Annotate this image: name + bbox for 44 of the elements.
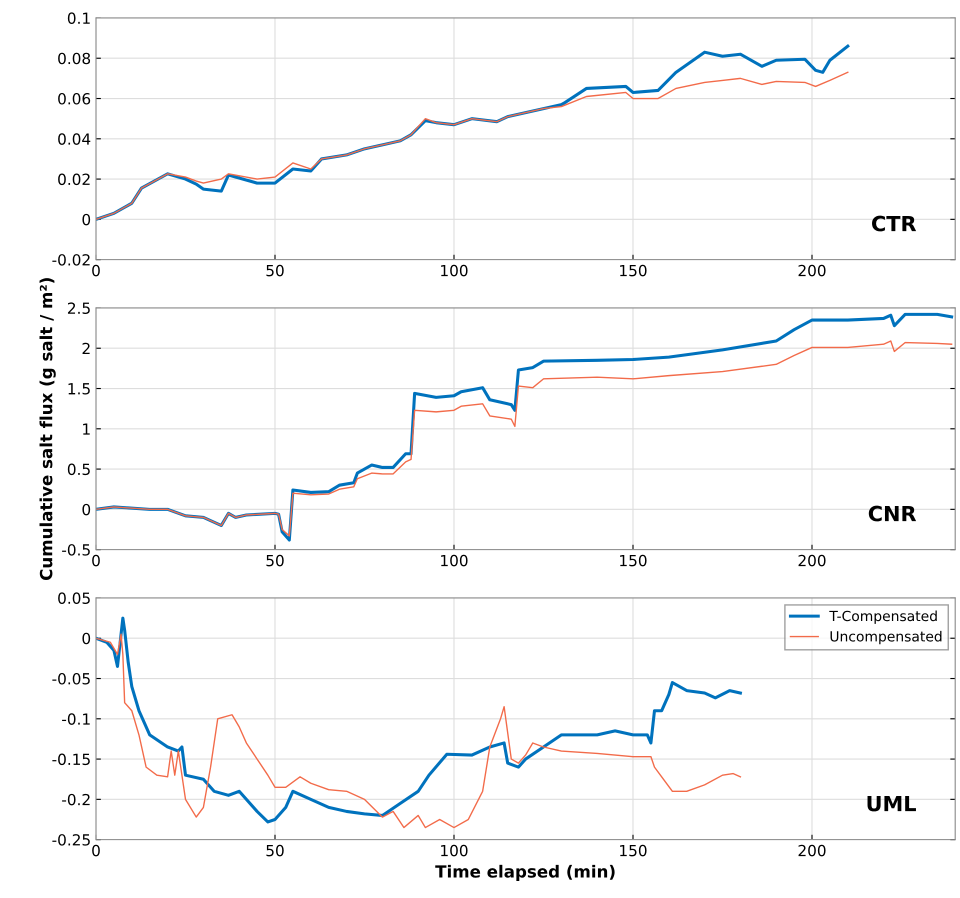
- y-tick-label: -0.1: [62, 713, 90, 725]
- x-tick-label: 200: [798, 844, 826, 856]
- y-tick-label: 0: [82, 504, 90, 516]
- x-tick-label: 100: [441, 264, 468, 276]
- annotation: CNR: [868, 506, 916, 522]
- y-tick-label: 0.05: [58, 592, 90, 604]
- x-tick-label: 150: [620, 264, 647, 276]
- x-tick-label: 100: [441, 554, 468, 566]
- y-tick-label: 0.04: [58, 133, 90, 145]
- y-tick-label: 2.5: [68, 302, 90, 314]
- x-tick-label: 150: [620, 844, 647, 856]
- x-tick-label: 200: [798, 554, 826, 566]
- legend-label: Uncompensated: [830, 630, 942, 644]
- x-tick-label: 0: [92, 554, 100, 566]
- x-tick-label: 50: [266, 844, 284, 856]
- x-tick-label: 0: [92, 844, 100, 856]
- y-tick-label: 0.02: [58, 174, 90, 186]
- y-tick-label: 0.1: [68, 12, 90, 24]
- y-tick-label: 0.06: [58, 92, 90, 105]
- y-tick-label: 0: [82, 214, 90, 226]
- x-tick-label: 50: [266, 554, 284, 566]
- annotation: CTR: [872, 216, 916, 232]
- y-tick-label: 1: [83, 423, 90, 435]
- y-tick-label: 1.5: [68, 383, 90, 395]
- y-tick-label: -0.02: [52, 254, 90, 266]
- x-axis-title: Time elapsed (min): [435, 864, 615, 881]
- y-axis-title: Cumulative salt flux (g salt / m²): [40, 278, 56, 580]
- x-tick-label: 50: [266, 264, 284, 276]
- y-tick-label: -0.05: [52, 672, 90, 685]
- annotation: UML: [868, 796, 916, 812]
- y-tick-label: 0.5: [68, 464, 90, 476]
- y-tick-label: -0.25: [52, 834, 90, 846]
- x-tick-label: 0: [92, 264, 100, 276]
- line-series: [96, 72, 848, 220]
- y-tick-label: -0.5: [62, 544, 90, 556]
- y-tick-label: 0: [82, 632, 90, 644]
- y-tick-label: -0.15: [52, 754, 90, 766]
- x-tick-label: 100: [441, 844, 468, 856]
- y-tick-label: 0.08: [58, 52, 90, 64]
- y-tick-label: -0.2: [62, 794, 90, 806]
- y-tick-label: 2: [82, 342, 90, 354]
- legend-label: T-Compensated: [829, 610, 937, 624]
- x-tick-label: 150: [620, 554, 647, 566]
- x-tick-label: 200: [798, 264, 826, 276]
